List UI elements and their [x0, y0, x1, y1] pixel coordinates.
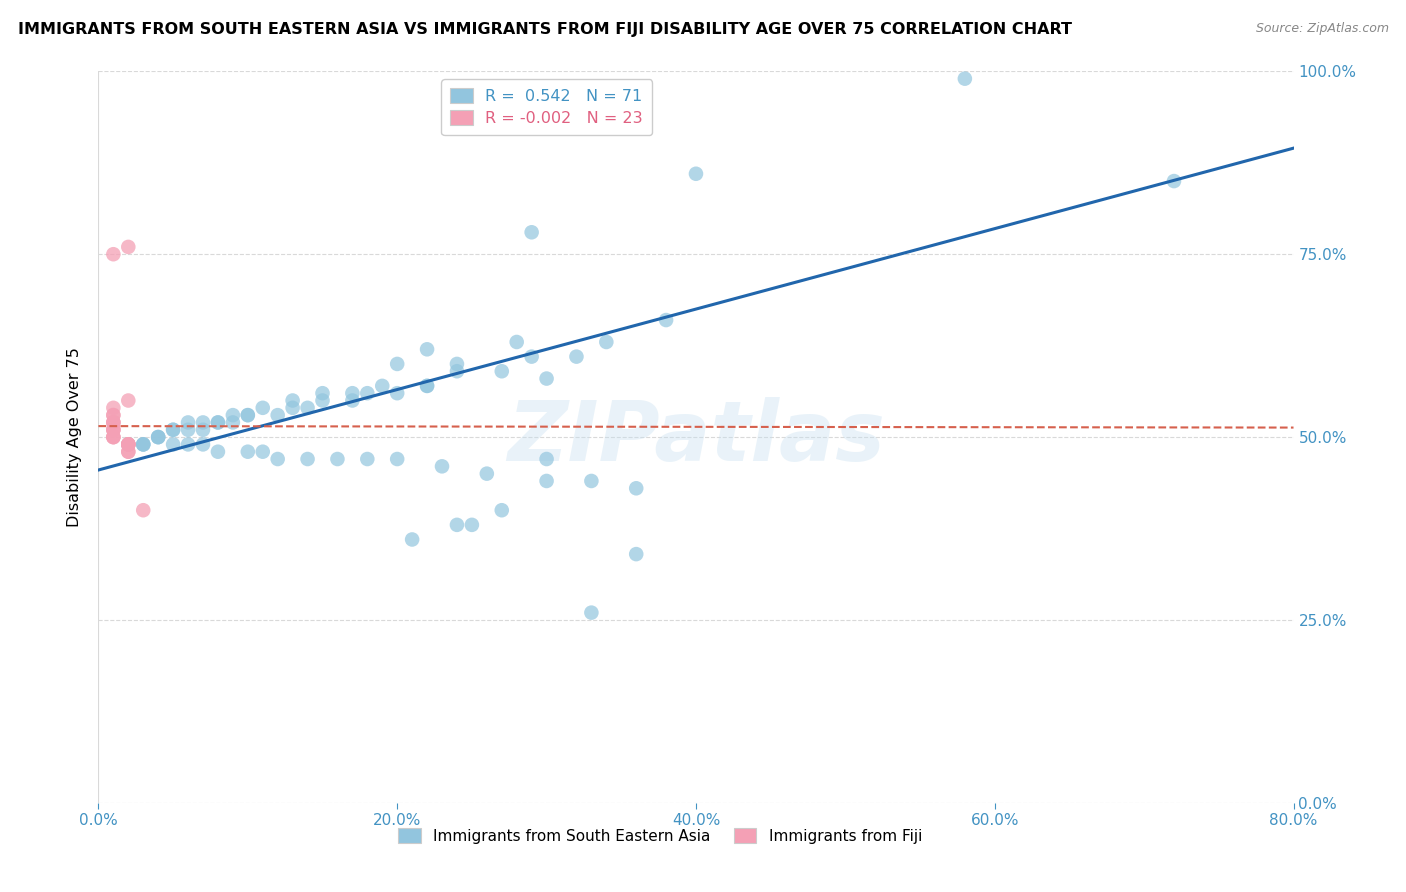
Point	[506, 334, 529, 349]
Point	[311, 386, 333, 401]
Point	[281, 393, 304, 408]
Point	[252, 401, 274, 415]
Point	[132, 437, 155, 451]
Point	[342, 393, 364, 408]
Point	[342, 386, 364, 401]
Point	[267, 452, 290, 467]
Point	[685, 167, 707, 181]
Point	[565, 350, 588, 364]
Point	[117, 444, 139, 458]
Point	[311, 393, 333, 408]
Point	[103, 416, 125, 430]
Point	[491, 364, 513, 378]
Point	[103, 416, 125, 430]
Point	[326, 452, 349, 467]
Point	[162, 423, 184, 437]
Point	[177, 423, 200, 437]
Point	[103, 408, 125, 422]
Point	[385, 386, 409, 401]
Text: ZIPatlas: ZIPatlas	[508, 397, 884, 477]
Text: Source: ZipAtlas.com: Source: ZipAtlas.com	[1256, 22, 1389, 36]
Point	[117, 437, 139, 451]
Point	[207, 416, 229, 430]
Point	[103, 247, 125, 261]
Point	[103, 430, 125, 444]
Point	[148, 430, 170, 444]
Point	[536, 371, 558, 385]
Point	[103, 401, 125, 415]
Point	[581, 606, 603, 620]
Point	[520, 225, 543, 239]
Point	[162, 437, 184, 451]
Point	[536, 452, 558, 467]
Point	[103, 423, 125, 437]
Point	[356, 452, 378, 467]
Point	[252, 444, 274, 458]
Point	[103, 423, 125, 437]
Point	[356, 386, 378, 401]
Text: IMMIGRANTS FROM SOUTH EASTERN ASIA VS IMMIGRANTS FROM FIJI DISABILITY AGE OVER 7: IMMIGRANTS FROM SOUTH EASTERN ASIA VS IM…	[18, 22, 1073, 37]
Point	[655, 313, 678, 327]
Point	[222, 408, 245, 422]
Point	[401, 533, 423, 547]
Point	[446, 357, 468, 371]
Point	[207, 444, 229, 458]
Point	[520, 350, 543, 364]
Point	[236, 408, 259, 422]
Point	[117, 437, 139, 451]
Point	[430, 459, 453, 474]
Point	[117, 437, 139, 451]
Point	[1163, 174, 1185, 188]
Point	[416, 379, 439, 393]
Point	[626, 481, 648, 495]
Point	[236, 408, 259, 422]
Point	[581, 474, 603, 488]
Point	[595, 334, 617, 349]
Point	[117, 437, 139, 451]
Point	[446, 364, 468, 378]
Point	[117, 437, 139, 451]
Point	[177, 416, 200, 430]
Point	[626, 547, 648, 561]
Point	[236, 444, 259, 458]
Point	[191, 423, 214, 437]
Point	[475, 467, 498, 481]
Point	[461, 517, 484, 532]
Point	[117, 437, 139, 451]
Point	[117, 444, 139, 458]
Point	[191, 437, 214, 451]
Point	[132, 437, 155, 451]
Point	[267, 408, 290, 422]
Point	[446, 517, 468, 532]
Point	[103, 430, 125, 444]
Point	[207, 416, 229, 430]
Point	[103, 423, 125, 437]
Point	[103, 416, 125, 430]
Point	[191, 416, 214, 430]
Point	[148, 430, 170, 444]
Point	[416, 343, 439, 357]
Point	[103, 430, 125, 444]
Point	[117, 393, 139, 408]
Point	[132, 503, 155, 517]
Point	[222, 416, 245, 430]
Legend: Immigrants from South Eastern Asia, Immigrants from Fiji: Immigrants from South Eastern Asia, Immi…	[392, 822, 928, 850]
Point	[385, 452, 409, 467]
Point	[536, 474, 558, 488]
Point	[416, 379, 439, 393]
Point	[953, 71, 976, 86]
Point	[281, 401, 304, 415]
Point	[162, 423, 184, 437]
Point	[148, 430, 170, 444]
Point	[371, 379, 394, 393]
Point	[385, 357, 409, 371]
Point	[103, 408, 125, 422]
Point	[297, 452, 319, 467]
Point	[117, 240, 139, 254]
Point	[297, 401, 319, 415]
Y-axis label: Disability Age Over 75: Disability Age Over 75	[67, 347, 83, 527]
Point	[177, 437, 200, 451]
Point	[491, 503, 513, 517]
Point	[132, 437, 155, 451]
